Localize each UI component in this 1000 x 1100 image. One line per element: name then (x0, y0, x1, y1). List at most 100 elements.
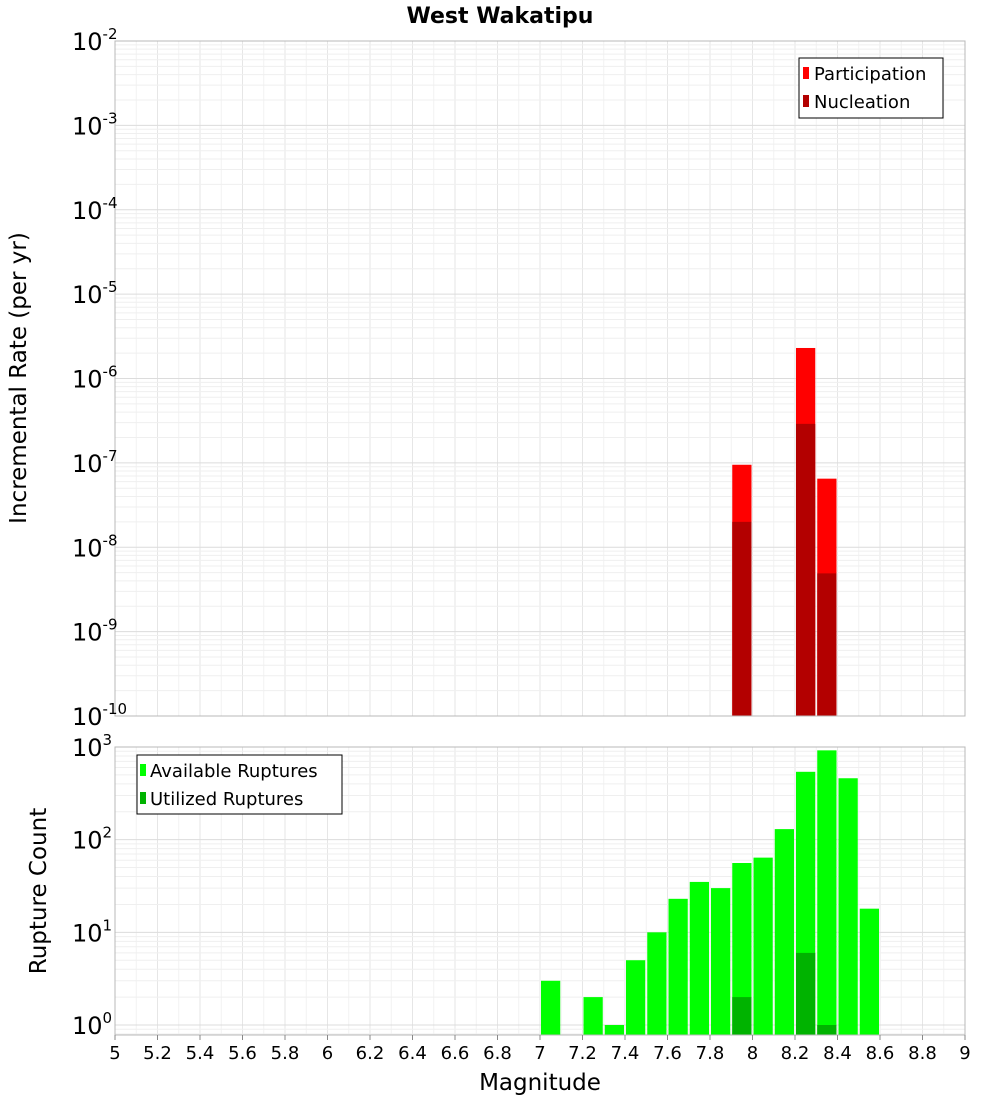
count-bar-available-ruptures-7.95 (732, 863, 752, 1035)
count-bar-available-ruptures-7.45 (626, 960, 646, 1035)
rate-y-tick-exp: -4 (103, 194, 118, 212)
rate-y-tick-base: 10 (72, 534, 103, 562)
rate-y-tick-exp: -10 (103, 700, 128, 718)
rate-y-axis-label: Incremental Rate (per yr) (6, 232, 32, 524)
x-tick-label: 7 (534, 1043, 545, 1064)
x-tick-label: 5.8 (271, 1043, 300, 1064)
x-tick-label: 8.2 (781, 1043, 810, 1064)
rate-legend-box (798, 57, 944, 119)
count-bar-available-ruptures-7.25 (583, 997, 603, 1035)
x-tick-label: 6.4 (398, 1043, 427, 1064)
rate-grid (115, 40, 965, 717)
count-bar-available-ruptures-8.15 (774, 829, 794, 1035)
count-y-tick-label: 100 (72, 1009, 112, 1040)
count-legend-box (136, 754, 343, 815)
count-bar-available-ruptures-7.65 (668, 898, 688, 1035)
x-tick-label: 5.2 (143, 1043, 172, 1064)
rate-y-tick-exp: -9 (103, 616, 118, 634)
x-tick-label: 5 (109, 1043, 120, 1064)
available-swatch (140, 764, 146, 776)
x-tick-label: 7.8 (696, 1043, 725, 1064)
x-tick-label: 5.6 (228, 1043, 257, 1064)
rate-y-tick-label: 10-2 (72, 25, 118, 56)
count-y-tick-exp: 0 (103, 1009, 113, 1027)
count-bar-available-ruptures-7.55 (647, 932, 667, 1035)
x-tick-label: 6.6 (441, 1043, 470, 1064)
nucleation-swatch (803, 95, 809, 107)
x-tick-label: 8 (747, 1043, 758, 1064)
count-y-tick-base: 10 (72, 919, 103, 947)
rate-y-tick-base: 10 (72, 619, 103, 647)
count-bar-available-ruptures-7.35 (604, 1025, 624, 1035)
rate-bar-nucleation-7.95 (732, 521, 752, 716)
x-tick-label: 9 (959, 1043, 970, 1064)
rate-bars (732, 347, 837, 716)
count-bar-utilized-ruptures-7.95 (732, 997, 752, 1035)
rate-y-tick-label: 10-5 (72, 278, 118, 309)
rate-y-tick-base: 10 (72, 112, 103, 140)
x-tick-label: 6 (322, 1043, 333, 1064)
rate-y-tick-exp: -6 (103, 363, 118, 381)
rate-y-tick-exp: -8 (103, 531, 118, 549)
count-bar-available-ruptures-8.45 (838, 778, 858, 1035)
rate-y-tick-base: 10 (72, 366, 103, 394)
count-y-tick-exp: 1 (103, 916, 113, 934)
x-tick-label: 7.4 (611, 1043, 640, 1064)
legend-available: Available Ruptures (150, 761, 318, 782)
count-bar-available-ruptures-8.55 (859, 908, 879, 1035)
rate-y-tick-exp: -3 (103, 109, 118, 127)
x-tick-label: 6.2 (356, 1043, 385, 1064)
count-bar-utilized-ruptures-8.35 (817, 1025, 837, 1035)
count-y-tick-exp: 3 (103, 731, 113, 749)
legend-utilized: Utilized Ruptures (150, 789, 303, 810)
count-x-ticks: 5 5.2 5.4 5.6 5.8 6 6.2 6.4 6.6 6.8 7 7.2 7.4 7.6 7.8 8… (109, 1035, 971, 1064)
legend-nucleation: Nucleation (814, 92, 910, 113)
rate-y-tick-base: 10 (72, 28, 103, 56)
count-y-tick-label: 102 (72, 824, 112, 855)
count-bars (541, 750, 879, 1035)
utilized-swatch (140, 792, 146, 804)
legend-participation: Participation (814, 64, 926, 85)
count-bar-available-ruptures-8.05 (753, 857, 773, 1035)
x-tick-label: 8.6 (866, 1043, 895, 1064)
rate-y-tick-exp: -7 (103, 447, 118, 465)
count-y-tick-base: 10 (72, 1012, 103, 1040)
rate-y-tick-label: 10-9 (72, 616, 118, 647)
rate-y-tick-base: 10 (72, 281, 103, 309)
count-legend: Available Ruptures Utilized Ruptures (136, 754, 343, 815)
rate-y-tick-label: 10-4 (72, 194, 118, 225)
rate-y-tick-base: 10 (72, 703, 103, 731)
rate-y-tick-label: 10-10 (72, 700, 127, 731)
rate-y-tick-label: 10-8 (72, 531, 118, 562)
count-y-tick-label: 103 (72, 731, 112, 762)
rate-bar-nucleation-8.35 (817, 573, 837, 716)
rate-panel: 10-210-310-410-510-610-710-810-910-10 In… (6, 25, 966, 731)
rate-y-tick-base: 10 (72, 450, 103, 478)
chart-title: West Wakatipu (407, 4, 594, 29)
count-bar-utilized-ruptures-8.25 (796, 952, 816, 1035)
count-y-tick-label: 101 (72, 916, 112, 947)
count-bar-available-ruptures-7.75 (689, 881, 709, 1035)
x-tick-label: 6.8 (483, 1043, 512, 1064)
rate-y-tick-exp: -5 (103, 278, 118, 296)
x-tick-label: 7.6 (653, 1043, 682, 1064)
rate-y-tick-label: 10-3 (72, 109, 118, 140)
count-bar-available-ruptures-7.85 (711, 888, 731, 1035)
rate-y-tick-exp: -2 (103, 25, 118, 43)
rate-bar-nucleation-8.25 (796, 423, 816, 716)
count-bar-available-ruptures-7.05 (541, 980, 561, 1035)
rate-y-tick-base: 10 (72, 197, 103, 225)
count-y-tick-exp: 2 (103, 824, 113, 842)
count-y-tick-base: 10 (72, 827, 103, 855)
x-axis-label: Magnitude (479, 1070, 601, 1096)
rate-legend: Participation Nucleation (798, 57, 944, 119)
rate-y-tick-label: 10-7 (72, 447, 118, 478)
participation-swatch (803, 67, 809, 79)
x-tick-label: 8.4 (823, 1043, 852, 1064)
x-tick-label: 8.8 (908, 1043, 937, 1064)
count-y-tick-base: 10 (72, 734, 103, 762)
x-tick-label: 7.2 (568, 1043, 597, 1064)
